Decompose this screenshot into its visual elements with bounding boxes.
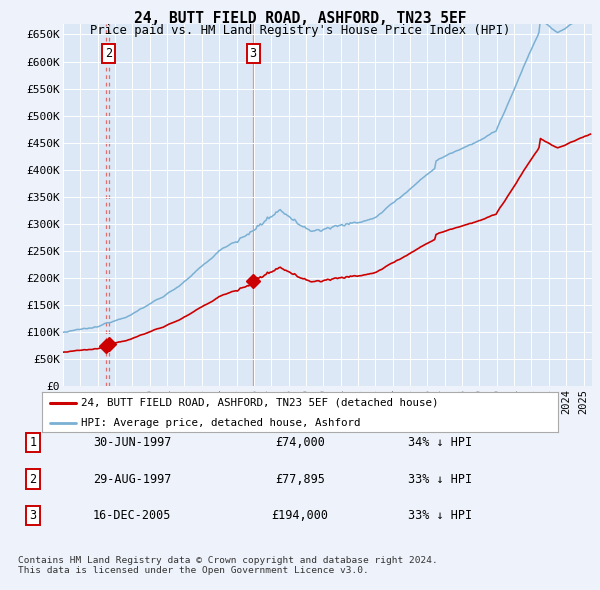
- Text: 33% ↓ HPI: 33% ↓ HPI: [408, 473, 472, 486]
- Text: £77,895: £77,895: [275, 473, 325, 486]
- Text: 16-DEC-2005: 16-DEC-2005: [93, 509, 171, 522]
- Text: HPI: Average price, detached house, Ashford: HPI: Average price, detached house, Ashf…: [80, 418, 360, 428]
- Text: Contains HM Land Registry data © Crown copyright and database right 2024.
This d: Contains HM Land Registry data © Crown c…: [18, 556, 438, 575]
- Text: £194,000: £194,000: [271, 509, 329, 522]
- Text: 24, BUTT FIELD ROAD, ASHFORD, TN23 5EF (detached house): 24, BUTT FIELD ROAD, ASHFORD, TN23 5EF (…: [80, 398, 438, 408]
- Text: 2: 2: [29, 473, 37, 486]
- Text: 3: 3: [29, 509, 37, 522]
- Text: 34% ↓ HPI: 34% ↓ HPI: [408, 436, 472, 449]
- Text: 24, BUTT FIELD ROAD, ASHFORD, TN23 5EF: 24, BUTT FIELD ROAD, ASHFORD, TN23 5EF: [134, 11, 466, 25]
- Text: 1: 1: [29, 436, 37, 449]
- Text: 33% ↓ HPI: 33% ↓ HPI: [408, 509, 472, 522]
- Text: 30-JUN-1997: 30-JUN-1997: [93, 436, 171, 449]
- Text: 29-AUG-1997: 29-AUG-1997: [93, 473, 171, 486]
- Text: 3: 3: [250, 47, 257, 60]
- Text: 2: 2: [106, 47, 113, 60]
- Text: £74,000: £74,000: [275, 436, 325, 449]
- Text: Price paid vs. HM Land Registry's House Price Index (HPI): Price paid vs. HM Land Registry's House …: [90, 24, 510, 37]
